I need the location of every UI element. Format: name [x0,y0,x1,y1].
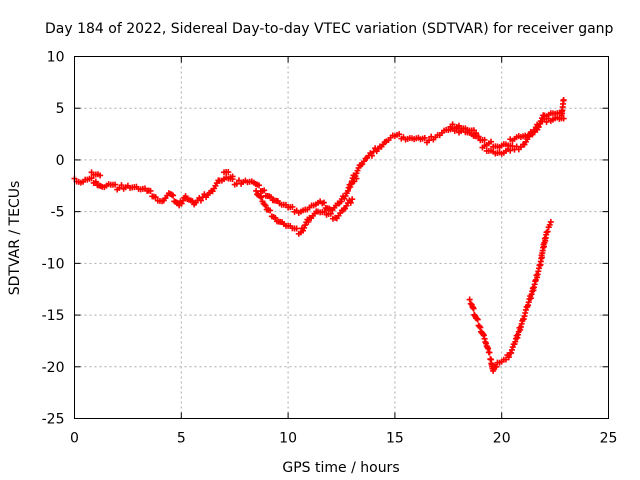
data-point [225,169,232,176]
data-point [449,121,456,128]
data-point [258,194,265,201]
x-tick-label: 0 [70,431,79,447]
data-point [320,199,327,206]
data-point [509,344,516,351]
x-axis-label: GPS time / hours [282,460,399,476]
y-tick-label: -5 [51,205,65,221]
data-point [92,178,99,185]
data-point [152,194,159,201]
data-point [546,221,553,228]
data-point [197,197,204,204]
y-tick-label: 0 [56,153,65,169]
y-axis-label: SDTVAR / TECUs [7,181,23,296]
data-point [474,316,481,323]
data-point [305,218,312,225]
data-point [486,349,493,356]
data-point [261,201,268,208]
y-tick-label: -25 [42,412,65,428]
data-point [490,367,497,374]
data-point [467,300,474,307]
data-point [493,363,500,370]
data-point [505,354,512,361]
data-point [547,218,554,225]
data-point [272,214,279,221]
data-point [466,296,473,303]
data-point [396,131,403,138]
data-point [189,198,196,205]
axis-ticks: 0 5 10 15 20 25 -25 -20 -15 -10 -5 0 5 10 [42,50,618,447]
x-tick-label: 15 [386,431,404,447]
data-point [353,175,360,182]
data-point [560,115,567,122]
data-point [473,315,480,322]
data-point [88,175,95,182]
x-tick-label: 5 [177,431,186,447]
x-tick-label: 25 [600,431,618,447]
data-point [229,173,236,180]
data-point [544,228,551,235]
data-point [476,323,483,330]
data-point [170,192,177,199]
data-point [481,136,488,143]
x-tick-label: 20 [493,431,511,447]
data-point [235,177,242,184]
data-point [256,182,263,189]
y-tick-label: -10 [42,256,65,272]
y-tick-label: -20 [42,360,65,376]
data-point [473,130,480,137]
plot-frame [74,56,609,419]
data-point [349,196,356,203]
data-point [344,187,351,194]
data-point [267,207,274,214]
data-point [508,349,515,356]
data-point [368,152,375,159]
data-point [560,96,567,103]
data-point [421,134,428,141]
grid-lines [74,56,609,419]
data-point [268,194,275,201]
data-point [118,182,125,189]
data-point [327,210,334,217]
data-point [543,118,550,125]
data-point [475,133,482,140]
y-tick-label: 5 [56,101,65,117]
data-point [293,225,300,232]
data-point [508,346,515,353]
data-points [71,96,567,374]
y-tick-label: -15 [42,308,65,324]
data-point [262,202,269,209]
data-point [347,199,354,206]
chart-title: Day 184 of 2022, Sidereal Day-to-day VTE… [45,21,614,37]
data-point [261,187,268,194]
data-point [112,181,119,188]
data-point [347,184,354,191]
y-tick-label: 10 [47,50,65,66]
data-point [488,138,495,145]
data-point [147,187,154,194]
data-point [481,142,488,149]
data-point [289,203,296,210]
data-point [253,187,260,194]
data-point [507,147,514,154]
data-point [470,305,477,312]
x-tick-label: 10 [279,431,297,447]
data-point [97,172,104,179]
